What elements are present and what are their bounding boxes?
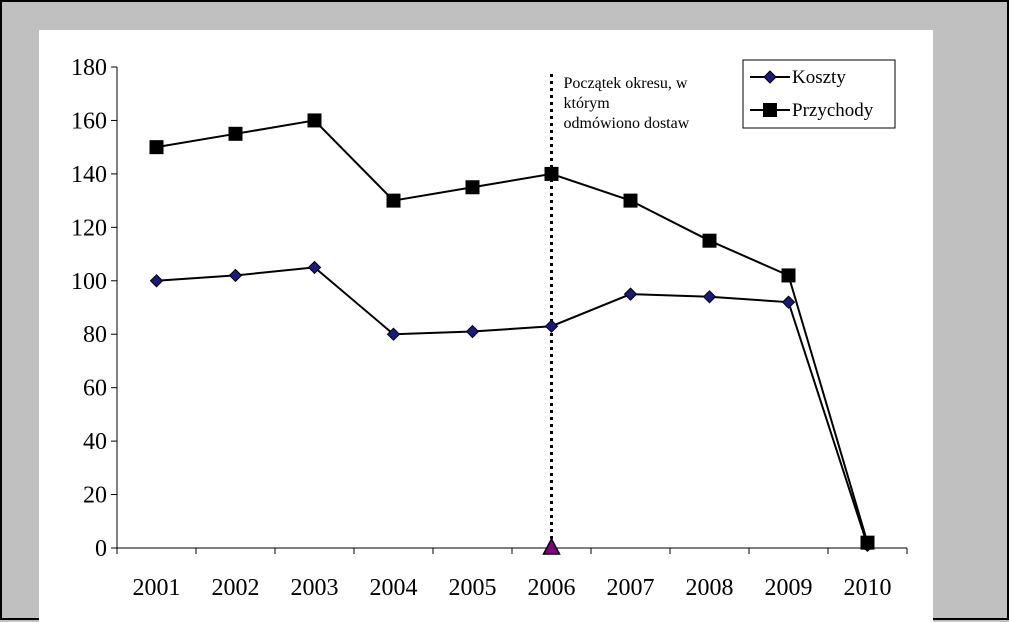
- series-group: [149, 113, 875, 553]
- y-tick-label: 40: [83, 429, 107, 455]
- data-point: [228, 126, 243, 141]
- series-line: [156, 119, 869, 543]
- legend: Koszty Przychody: [742, 59, 896, 129]
- legend-label: Przychody: [792, 100, 874, 121]
- y-tick-label: 120: [71, 215, 107, 241]
- axes: 0 20 40 60 80 100 120 140 160 180 2001 2002 2003 2004…: [71, 55, 908, 601]
- data-point: [781, 268, 796, 283]
- y-tick-label: 20: [83, 483, 107, 509]
- data-point: [623, 193, 638, 208]
- data-point: [544, 319, 559, 333]
- x-tick-label: 2006: [528, 575, 576, 601]
- legend-item: Przychody: [750, 100, 874, 121]
- x-tick-label: 2008: [686, 575, 734, 601]
- x-tick-label: 2010: [844, 575, 892, 601]
- y-tick-label: 0: [95, 536, 107, 562]
- data-point: [386, 193, 401, 208]
- y-tick-label: 180: [71, 55, 107, 81]
- annotation-text: Początek okresu, w: [564, 75, 688, 92]
- annotation-text: którym: [564, 95, 611, 112]
- x-tick-label: 2003: [291, 575, 339, 601]
- data-point: [544, 166, 559, 181]
- x-tick-label: 2005: [449, 575, 497, 601]
- data-point: [623, 287, 638, 301]
- legend-item: Koszty: [750, 67, 846, 88]
- data-point: [763, 70, 777, 84]
- data-point: [307, 113, 322, 128]
- data-point: [149, 140, 164, 155]
- x-tick-label: 2002: [212, 575, 260, 601]
- series-przychody: [149, 113, 875, 550]
- y-tick-label: 80: [83, 322, 107, 348]
- data-point: [763, 103, 777, 117]
- data-point: [386, 327, 401, 341]
- data-point: [465, 180, 480, 195]
- data-point: [781, 295, 796, 309]
- y-tick-label: 140: [71, 162, 107, 188]
- series-line: [156, 266, 869, 546]
- annotation-marker: [542, 537, 561, 555]
- data-point: [149, 274, 164, 288]
- y-tick-label: 160: [71, 108, 107, 134]
- data-point: [307, 260, 322, 275]
- data-point: [860, 535, 875, 550]
- x-tick-label: 2007: [607, 575, 655, 601]
- y-tick-label: 60: [83, 376, 107, 402]
- plot-area: [39, 30, 933, 622]
- data-point: [465, 324, 480, 339]
- x-tick-label: 2001: [133, 575, 181, 601]
- data-point: [702, 233, 717, 248]
- annotation: Początek okresu, w którym odmówiono dostaw: [542, 74, 690, 555]
- data-point: [228, 268, 243, 283]
- x-tick-label: 2004: [370, 575, 418, 601]
- legend-label: Koszty: [792, 67, 846, 88]
- x-tick-label: 2009: [765, 575, 813, 601]
- annotation-text: odmówiono dostaw: [564, 115, 690, 132]
- data-point: [702, 290, 717, 304]
- y-tick-label: 100: [71, 269, 107, 295]
